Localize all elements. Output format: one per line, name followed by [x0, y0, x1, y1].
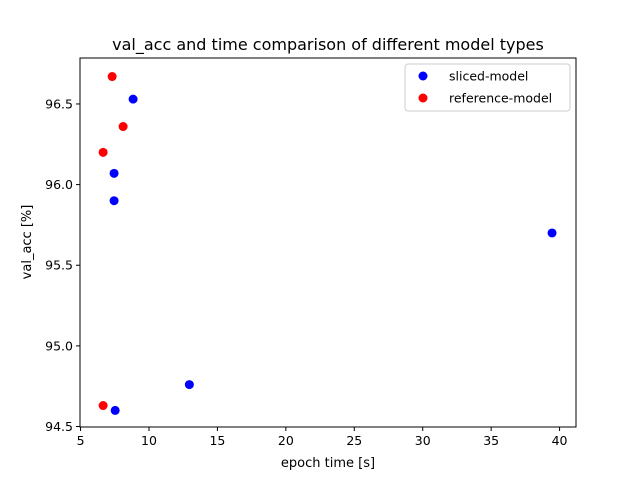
y-axis-ticks: 94.5 95.0 95.5 96.0 96.5 [45, 96, 80, 434]
sliced-model-point [128, 94, 138, 104]
sliced-model-point [184, 380, 194, 390]
legend-label: sliced-model [449, 69, 528, 84]
reference-model-point [107, 72, 117, 82]
x-tick-label: 5 [77, 433, 85, 448]
legend-box [404, 63, 571, 112]
reference-model-point [118, 122, 128, 132]
y-axis-label: val_acc [%] [20, 205, 35, 280]
legend-marker [418, 71, 428, 81]
x-tick-label: 15 [209, 433, 225, 448]
x-tick-label: 10 [141, 433, 157, 448]
x-tick-label: 35 [483, 433, 499, 448]
y-tick-label: 95.5 [45, 258, 73, 273]
legend-marker [418, 93, 428, 103]
sliced-model-point [110, 405, 120, 415]
reference-model-point [98, 147, 108, 157]
x-tick-label: 40 [552, 433, 568, 448]
x-tick-label: 25 [346, 433, 362, 448]
plot-frame [79, 57, 577, 428]
sliced-model-point [109, 168, 119, 178]
legend: sliced-model reference-model [404, 63, 571, 112]
x-axis-label: epoch time [s] [281, 456, 375, 471]
y-tick-label: 94.5 [45, 419, 73, 434]
x-axis-ticks: 5 10 15 20 25 30 35 40 [77, 427, 568, 448]
y-tick-label: 96.5 [45, 96, 73, 111]
chart-title: val_acc and time comparison of different… [112, 35, 544, 55]
sliced-model-point [547, 228, 557, 238]
y-tick-label: 96.0 [45, 177, 73, 192]
legend-label: reference-model [449, 91, 552, 106]
x-tick-label: 30 [415, 433, 431, 448]
x-tick-label: 20 [278, 433, 294, 448]
plot-points [98, 72, 557, 415]
reference-model-point [98, 401, 108, 411]
sliced-model-point [109, 196, 119, 206]
y-tick-label: 95.0 [45, 338, 73, 353]
